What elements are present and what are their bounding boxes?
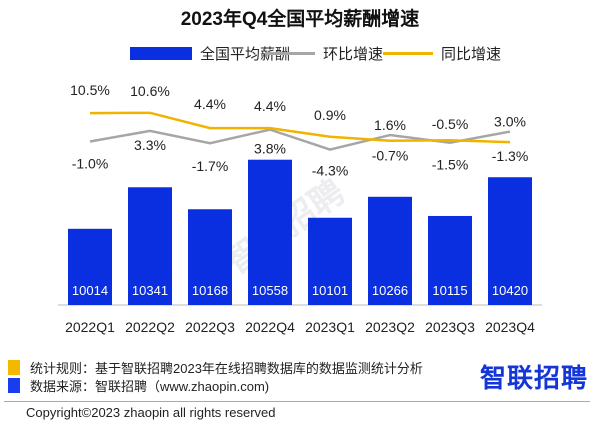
legend-label-yoy: 同比增速	[441, 46, 502, 63]
bar-2023Q1	[308, 217, 352, 305]
rule-text: 统计规则：基于智联招聘2023年在线招聘数据库的数据监测统计分析	[30, 361, 423, 376]
bar-label: 10101	[312, 283, 348, 298]
yoy-data-label: 4.4%	[254, 98, 286, 114]
yoy-data-label: -1.3%	[492, 148, 529, 164]
qoq-data-label: -1.5%	[432, 157, 469, 173]
divider	[4, 401, 590, 402]
yoy-data-label: 10.5%	[70, 82, 110, 98]
yoy-data-label: -0.7%	[372, 148, 409, 164]
bar-label: 10014	[72, 283, 108, 298]
copyright: Copyright©2023 zhaopin all rights reserv…	[26, 405, 276, 420]
qoq-data-label: -1.0%	[72, 155, 109, 171]
source-marker-icon	[8, 378, 20, 393]
yoy-data-label: 10.6%	[130, 83, 170, 99]
bar-label: 10115	[432, 283, 467, 298]
legend-swatch-yoy	[383, 52, 433, 55]
legend-label-salary: 全国平均薪酬	[200, 46, 291, 63]
chart-title: 2023年Q4全国平均薪酬增速	[180, 9, 420, 30]
zhaopin-logo: 智联招聘	[479, 363, 588, 393]
x-tick-label: 2022Q4	[245, 319, 295, 335]
yoy-data-label: -0.5%	[432, 116, 469, 132]
qoq-data-label: 3.0%	[494, 114, 526, 130]
x-tick-label: 2023Q3	[425, 319, 475, 335]
legend-item-salary: 全国平均薪酬	[130, 43, 290, 64]
note-rule: 统计规则：基于智联招聘2023年在线招聘数据库的数据监测统计分析	[8, 358, 423, 377]
bar-label: 10266	[372, 283, 408, 298]
x-tick-label: 2023Q1	[305, 319, 355, 335]
bar-2022Q4	[248, 159, 292, 305]
x-tick-label: 2023Q4	[485, 319, 535, 335]
plot-area: 10014 2022Q1 10341 2022Q2 10168 2022Q3 10558 20…	[58, 82, 542, 335]
x-tick-label: 2022Q2	[125, 319, 175, 335]
legend-swatch-salary	[130, 47, 192, 60]
x-tick-label: 2022Q3	[185, 319, 235, 335]
bar-label: 10420	[492, 283, 528, 298]
x-tick-label: 2022Q1	[65, 319, 115, 335]
rule-marker-icon	[8, 360, 20, 375]
bar-2023Q4	[488, 177, 532, 305]
legend-item-qoq: 环比增速	[265, 43, 383, 64]
qoq-data-label: 3.3%	[134, 137, 166, 153]
bar-2022Q2	[128, 187, 172, 305]
source-text: 数据来源：智联招聘（www.zhaopin.com)	[30, 379, 270, 394]
note-source: 数据来源：智联招聘（www.zhaopin.com)	[8, 376, 269, 395]
qoq-data-label: -4.3%	[312, 163, 349, 179]
yoy-data-label: 4.4%	[194, 96, 226, 112]
qoq-data-label: 1.6%	[374, 117, 406, 133]
bar-2023Q3	[428, 215, 472, 305]
bar-2023Q2	[368, 196, 412, 305]
yoy-data-label: 0.9%	[314, 107, 346, 123]
bar-label: 10558	[252, 283, 288, 298]
legend-label-qoq: 环比增速	[323, 46, 384, 63]
line-yoy	[89, 111, 511, 144]
bar-label: 10168	[192, 283, 228, 298]
bar-2022Q1	[68, 228, 112, 305]
qoq-data-label: -1.7%	[192, 158, 229, 174]
bar-label: 10341	[132, 283, 168, 298]
legend-swatch-qoq	[265, 52, 315, 55]
x-tick-label: 2023Q2	[365, 319, 415, 335]
legend-item-yoy: 同比增速	[383, 43, 501, 64]
qoq-data-label: 3.8%	[254, 141, 286, 157]
bar-2022Q3	[188, 209, 232, 305]
